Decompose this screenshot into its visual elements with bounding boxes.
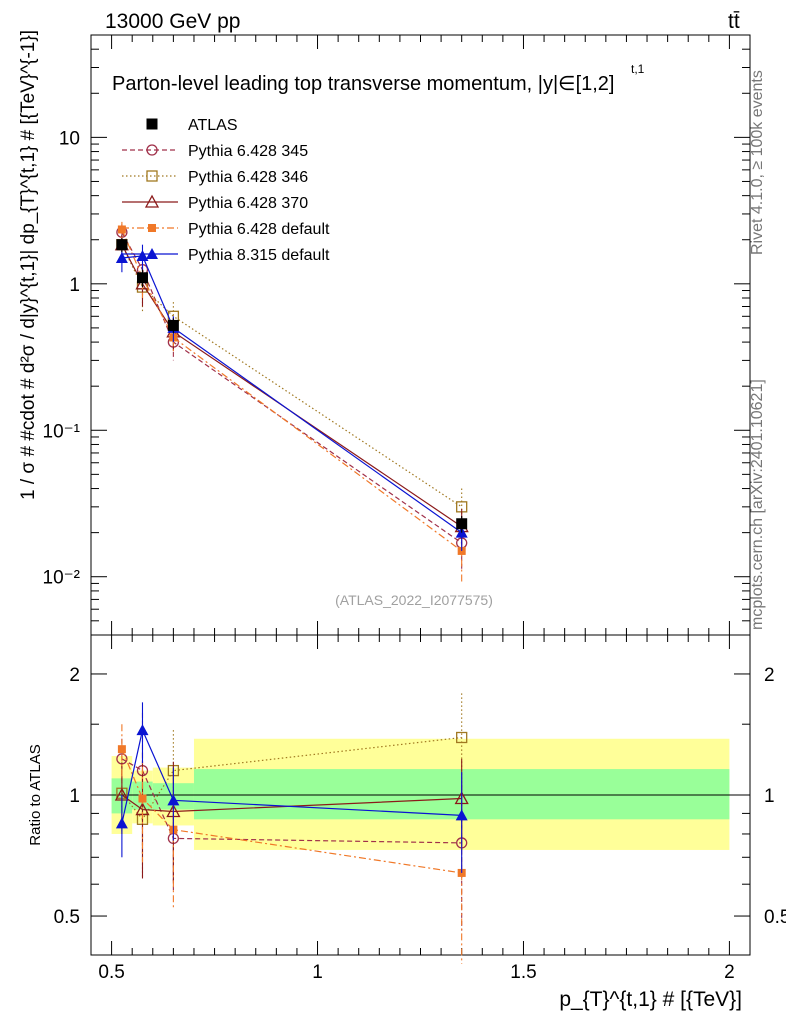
legend-entry: Pythia 8.315 default — [122, 247, 330, 264]
analysis-id: (ATLAS_2022_I2077575) — [335, 592, 493, 608]
data-point — [138, 794, 147, 803]
data-point — [115, 252, 128, 264]
series-line — [121, 748, 462, 874]
data-point — [144, 194, 160, 208]
x-tick-label: 1 — [312, 962, 323, 983]
data-point — [146, 170, 158, 182]
ratio-y-tick-label: 2 — [764, 665, 775, 686]
legend-label: ATLAS — [188, 117, 238, 134]
series-pythia-8-315-default — [115, 702, 468, 873]
series-line — [121, 794, 462, 813]
data-point — [136, 724, 149, 736]
top-ylabel: 1 / σ # #cdot # d²σ / d|y}^{t,1}| dp_{T}… — [18, 30, 39, 500]
series-atlas — [116, 238, 468, 533]
series-line — [121, 728, 462, 824]
ratio-y-tick-label: 2 — [69, 665, 80, 686]
data-point — [455, 809, 468, 821]
data-point — [117, 225, 126, 234]
x-tick-label: 0.5 — [98, 962, 124, 983]
data-point — [167, 319, 179, 331]
series-line — [121, 255, 463, 534]
data-point — [115, 817, 128, 829]
main-panel: 10⁻² 10⁻¹ 1 10 Parton-level leading top tra… — [43, 34, 751, 636]
y-tick-label: 1 — [69, 275, 80, 296]
ratio-y-tick-label: 0.5 — [54, 907, 80, 928]
series-pythia-6-428-default — [117, 221, 466, 584]
legend-entry: Pythia 6.428 346 — [122, 169, 308, 186]
y-tick-label: 10 — [59, 128, 80, 149]
rivet-side-text: Rivet 4.1.0, ≥ 100k events — [749, 70, 766, 255]
y-tick-label: 10⁻¹ — [43, 421, 81, 442]
legend-entry: Pythia 6.428 default — [122, 221, 330, 238]
series-pythia-6-428-370 — [114, 235, 469, 551]
series-line — [121, 244, 463, 508]
legend-label: Pythia 6.428 346 — [188, 169, 308, 186]
plot-title-text: Parton-level leading top transverse mome… — [112, 73, 615, 95]
data-point — [117, 745, 126, 754]
data-point — [456, 731, 468, 744]
data-point — [167, 794, 180, 806]
xlabel: p_{T}^{t,1} # [{TeV}] — [559, 988, 742, 1011]
legend-entry: ATLAS — [146, 117, 238, 134]
data-point — [146, 118, 158, 130]
ratio-ylabel: Ratio to ATLAS — [27, 744, 44, 845]
series-line — [121, 231, 463, 544]
mcplots-side-text: mcplots.cern.ch [arXiv:2401.10621] — [749, 379, 766, 630]
series-line — [121, 736, 462, 821]
plot-title: Parton-level leading top transverse mome… — [112, 73, 615, 95]
ratio-y-tick-label: 1 — [69, 786, 80, 807]
series-pythia-6-428-346 — [116, 235, 468, 533]
ratio-y-tick-label: 0.5 — [764, 907, 786, 928]
x-tick-label: 2 — [724, 962, 735, 983]
y-tick-label: 10⁻² — [43, 568, 81, 589]
process-label: tt̄ — [728, 10, 740, 33]
data-point — [136, 249, 149, 261]
legend: ATLAS Pythia 6.428 345 Pythia 6.428 346 Pyt… — [122, 117, 330, 264]
x-tick-label: 1.5 — [510, 962, 536, 983]
data-point — [146, 248, 158, 259]
legend-entry: Pythia 6.428 345 — [122, 143, 308, 160]
series-line — [121, 244, 463, 528]
ratio-panel: 0.5 0.5 1 1 2 2 — [54, 634, 786, 964]
legend-label: Pythia 6.428 370 — [188, 195, 308, 212]
legend-label: Pythia 8.315 default — [188, 247, 330, 264]
series-pythia-6-428-345 — [116, 224, 468, 571]
data-point — [456, 518, 468, 530]
ratio-y-tick-label: 1 — [764, 786, 775, 807]
legend-label: Pythia 6.428 default — [188, 221, 330, 238]
data-point — [148, 224, 156, 232]
data-point — [146, 144, 158, 156]
plot-title-superscript: t,1 — [631, 62, 645, 76]
series-pythia-8-315-default — [115, 244, 468, 551]
legend-label: Pythia 6.428 345 — [188, 143, 308, 160]
series-line — [121, 758, 462, 844]
data-point — [116, 239, 128, 251]
energy-label: 13000 GeV pp — [105, 10, 240, 33]
data-point — [136, 272, 148, 284]
series-line — [121, 229, 463, 552]
legend-entry: Pythia 6.428 370 — [122, 194, 308, 212]
